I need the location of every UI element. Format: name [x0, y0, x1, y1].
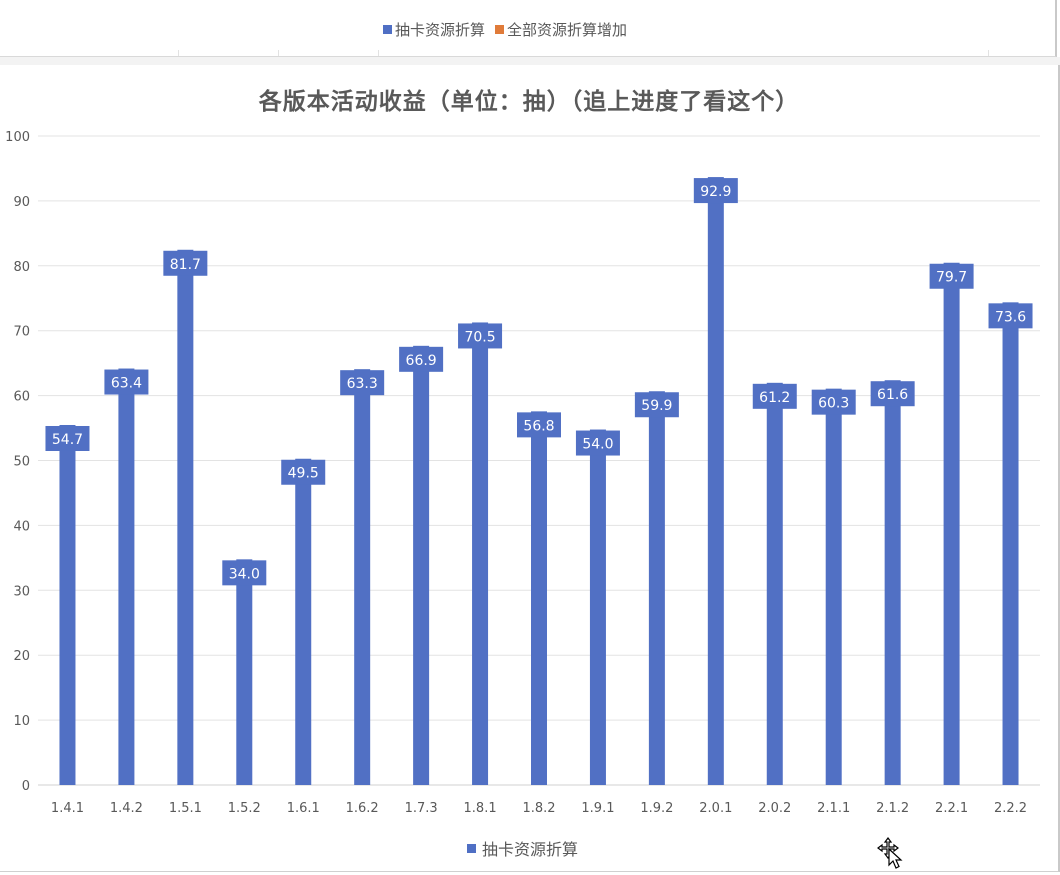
- data-label-box: [104, 369, 149, 395]
- y-tick-label: 80: [13, 260, 30, 275]
- data-label: 81.7: [170, 257, 201, 273]
- data-label-box: [811, 389, 856, 415]
- x-tick-label: 2.2.2: [994, 801, 1027, 816]
- data-label-box: [517, 412, 561, 438]
- bottom-legend[interactable]: 抽卡资源折算: [467, 836, 578, 860]
- data-label: 92.9: [700, 184, 731, 200]
- data-label: 79.7: [936, 270, 967, 286]
- x-tick-label: 1.6.1: [287, 801, 320, 816]
- bar: [648, 391, 665, 785]
- data-label-box: [281, 459, 326, 485]
- data-label-box: [575, 430, 620, 456]
- bar: [295, 458, 312, 785]
- data-label: 54.0: [582, 437, 613, 453]
- bar: [413, 345, 430, 785]
- data-label: 61.6: [877, 387, 908, 403]
- chart-title: 各版本活动收益（单位：抽）（追上进度了看这个）: [258, 88, 800, 115]
- grid-stub: [178, 50, 179, 56]
- x-tick-label: 1.4.1: [51, 801, 84, 816]
- bar-chart: 0 10 20 30 40 50 60 70 80 90 100 54.7 1.4.1 63.4 1.4.2…: [5, 130, 1040, 816]
- y-tick-label: 10: [13, 714, 30, 729]
- data-label-box: [163, 250, 208, 276]
- legend-entry-draw-resources[interactable]: 抽卡资源折算: [383, 19, 485, 40]
- x-tick-label: 2.1.1: [817, 801, 850, 816]
- data-label: 61.2: [759, 390, 790, 406]
- data-label: 59.9: [641, 398, 672, 414]
- data-label-box: [340, 370, 385, 396]
- legend-swatch: [495, 25, 505, 34]
- data-label: 56.8: [523, 418, 554, 434]
- bar: [943, 262, 960, 785]
- data-label: 60.3: [818, 396, 849, 412]
- data-label-box: [752, 383, 797, 409]
- x-tick-label: 1.9.2: [640, 801, 673, 816]
- data-label-box: [988, 303, 1033, 329]
- x-tick-label: 1.9.1: [581, 801, 614, 816]
- x-tick-label: 1.5.1: [169, 801, 202, 816]
- x-tick-label: 1.5.2: [228, 801, 261, 816]
- bar: [1002, 302, 1019, 785]
- grid-stub: [988, 50, 989, 56]
- y-tick-label: 40: [13, 519, 30, 534]
- bar: [59, 424, 76, 785]
- y-tick-label: 20: [13, 649, 30, 664]
- bar: [884, 380, 901, 785]
- bar: [118, 368, 135, 785]
- x-tick-label: 1.4.2: [110, 801, 143, 816]
- data-label-box: [693, 178, 738, 204]
- legend-swatch: [383, 25, 392, 34]
- bar: [766, 382, 783, 785]
- bar: [589, 429, 606, 785]
- legend-label: 抽卡资源折算: [482, 840, 579, 859]
- data-label-box: [45, 425, 90, 451]
- x-tick-label: 1.6.2: [346, 801, 379, 816]
- y-tick-label: 60: [13, 390, 30, 405]
- data-label: 49.5: [288, 466, 319, 482]
- x-tick-label: 1.8.2: [522, 801, 555, 816]
- grid-stub: [278, 50, 279, 56]
- data-label-box: [634, 392, 679, 418]
- y-tick-label: 90: [13, 195, 30, 210]
- data-label-box: [458, 323, 503, 349]
- bar: [177, 249, 194, 786]
- top-chart-panel: 抽卡资源折算 全部资源折算增加: [0, 0, 1057, 57]
- x-tick-label: 2.1.2: [876, 801, 909, 816]
- data-label-box: [399, 346, 444, 372]
- top-legend[interactable]: 抽卡资源折算 全部资源折算增加: [383, 19, 631, 40]
- legend-swatch: [467, 843, 476, 853]
- x-tick-label: 2.2.1: [935, 801, 968, 816]
- move-cursor-icon: [877, 837, 907, 873]
- chart-panel[interactable]: 各版本活动收益（单位：抽）（追上进度了看这个） 0 10 20 30 40 50 60 70 8…: [0, 65, 1060, 872]
- data-label: 66.9: [406, 353, 437, 369]
- data-label-box: [929, 263, 974, 289]
- y-tick-label: 30: [13, 584, 30, 599]
- bar: [354, 369, 371, 785]
- x-tick-label: 2.0.2: [758, 801, 791, 816]
- bar: [531, 411, 547, 785]
- legend-label: 全部资源折算增加: [507, 21, 628, 39]
- legend-entry-all-resources[interactable]: 全部资源折算增加: [495, 19, 627, 40]
- sheet-gap: [0, 57, 1060, 65]
- x-tick-label: 2.0.1: [699, 801, 732, 816]
- data-label: 63.4: [111, 376, 142, 392]
- data-label: 73.6: [995, 309, 1026, 325]
- data-label: 34.0: [229, 566, 260, 582]
- bar: [236, 559, 253, 785]
- legend-label: 抽卡资源折算: [395, 21, 486, 39]
- grid-stub: [378, 50, 379, 56]
- y-tick-label: 100: [5, 130, 30, 145]
- y-tick-label: 50: [13, 455, 30, 470]
- data-label: 63.3: [347, 376, 378, 392]
- bar: [472, 322, 489, 785]
- data-label: 70.5: [464, 329, 495, 345]
- data-label-box: [870, 381, 915, 407]
- y-tick-label: 70: [13, 325, 30, 340]
- y-tick-label: 0: [22, 779, 30, 794]
- x-tick-label: 1.7.3: [405, 801, 438, 816]
- bar: [707, 177, 724, 786]
- bar: [825, 388, 842, 785]
- data-label: 54.7: [52, 432, 83, 448]
- x-tick-label: 1.8.1: [464, 801, 497, 816]
- data-label-box: [222, 560, 267, 586]
